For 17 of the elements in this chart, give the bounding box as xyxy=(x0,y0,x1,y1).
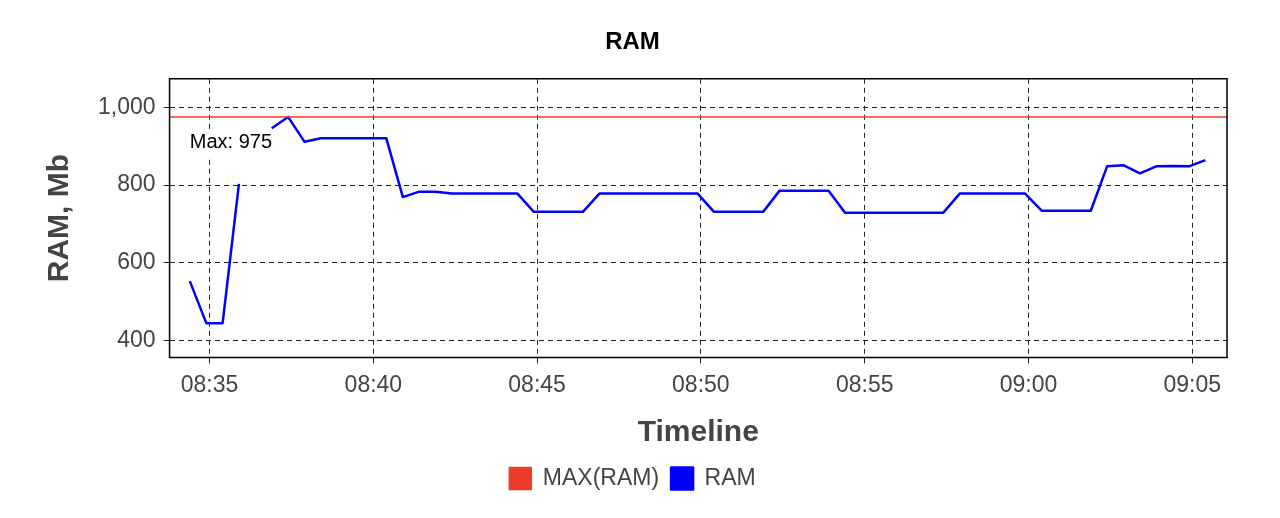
legend-label: RAM xyxy=(704,463,756,490)
x-axis-title: Timeline xyxy=(637,414,759,448)
y-axis-title: RAM, Mb xyxy=(41,153,75,283)
x-tick-label: 09:05 xyxy=(1163,370,1221,397)
chart-title: RAM xyxy=(605,27,660,55)
x-tick-label: 08:45 xyxy=(508,370,566,397)
y-tick-label: 1,000 xyxy=(97,92,156,119)
y-tick-label: 400 xyxy=(117,326,156,353)
legend-label: MAX(RAM) xyxy=(542,463,660,490)
x-tick-label: 08:35 xyxy=(180,370,239,397)
x-tick-label: 09:00 xyxy=(999,370,1058,397)
annotation: Max: 975 xyxy=(189,130,273,153)
x-tick-label: 08:55 xyxy=(835,370,894,397)
x-tick-label: 08:40 xyxy=(344,370,403,397)
x-tick-label: 08:50 xyxy=(672,370,730,397)
y-tick-label: 800 xyxy=(117,170,156,197)
y-tick-label: 600 xyxy=(117,248,156,275)
